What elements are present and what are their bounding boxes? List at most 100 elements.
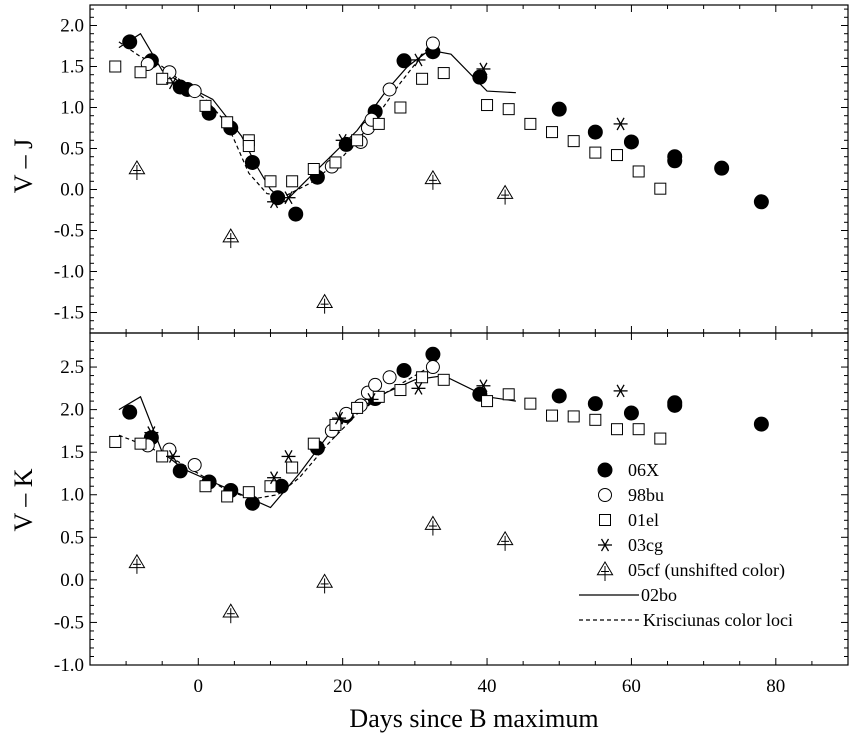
- point-03cg-stroke: [414, 53, 423, 67]
- point-01el-shape: [632, 423, 645, 436]
- point-01el-shape: [654, 432, 667, 445]
- point-98bu: [425, 36, 440, 51]
- point-01el: [286, 461, 299, 474]
- point-06X-shape: [551, 101, 567, 117]
- point-01el: [481, 99, 494, 112]
- point-01el-shape: [286, 175, 299, 188]
- point-01el: [109, 435, 122, 448]
- legend-marker-03cg: [598, 538, 612, 552]
- point-01el-shape: [264, 480, 277, 493]
- point-98bu-shape: [382, 82, 397, 97]
- point-01el-shape: [416, 72, 429, 85]
- point-98bu: [382, 82, 397, 97]
- point-06X: [623, 134, 639, 150]
- point-01el-shape: [329, 156, 342, 169]
- y-tick-label: 0.0: [60, 180, 84, 201]
- point-01el: [632, 165, 645, 178]
- point-01el: [610, 149, 623, 162]
- y-tick-label: 1.0: [60, 98, 84, 119]
- point-01el: [221, 490, 234, 503]
- point-01el: [632, 423, 645, 436]
- point-06X: [714, 160, 730, 176]
- point-01el-shape: [134, 437, 147, 450]
- legend-label: 05cf (unshifted color): [628, 560, 785, 581]
- point-01el-shape: [134, 66, 147, 79]
- point-01el: [307, 163, 320, 175]
- point-06X-shape: [472, 69, 488, 85]
- x-tick-label: 0: [194, 676, 204, 697]
- point-06X: [396, 362, 412, 378]
- point-03cg-stroke: [616, 384, 625, 398]
- point-06X: [244, 495, 260, 511]
- point-03cg-stroke: [284, 191, 293, 205]
- point-98bu: [368, 377, 383, 392]
- point-06X: [472, 69, 488, 85]
- point-01el: [546, 126, 559, 139]
- point-01el-shape: [351, 401, 364, 414]
- point-06X-shape: [623, 405, 639, 421]
- point-01el-shape: [199, 480, 212, 493]
- point-01el-shape: [416, 371, 429, 384]
- point-06X: [551, 101, 567, 117]
- point-01el: [286, 175, 299, 188]
- point-03cg-stroke: [147, 426, 156, 440]
- point-01el: [654, 432, 667, 445]
- point-01el-shape: [546, 126, 559, 139]
- point-03cg-stroke: [479, 379, 488, 393]
- point-01el-shape: [307, 163, 320, 175]
- point-01el: [221, 116, 234, 129]
- point-98bu-shape: [425, 360, 440, 375]
- point-03cg: [267, 471, 282, 485]
- point-01el-shape: [329, 418, 342, 431]
- legend-marker-01el-shape: [599, 514, 611, 526]
- y-axis-label-bottom: V – K: [9, 468, 38, 531]
- point-03cg-stroke: [168, 76, 178, 90]
- point-03cg-stroke: [270, 195, 279, 209]
- point-06X-shape: [587, 396, 603, 412]
- point-01el-shape: [221, 116, 234, 129]
- point-03cg: [166, 450, 181, 463]
- point-06X: [122, 34, 138, 50]
- x-tick-label: 40: [478, 676, 497, 697]
- point-01el-shape: [546, 409, 559, 422]
- point-01el: [524, 117, 537, 130]
- point-06X: [172, 463, 188, 479]
- point-01el-shape: [242, 140, 255, 153]
- point-06X-shape: [667, 149, 683, 165]
- point-01el-shape: [610, 423, 623, 436]
- 02bo-line: [118, 374, 516, 509]
- point-06X-shape: [122, 34, 138, 50]
- point-01el: [567, 410, 580, 423]
- legend-marker-03cg-stroke: [600, 538, 610, 552]
- point-06X: [587, 396, 603, 412]
- point-01el: [567, 135, 580, 148]
- point-01el: [502, 103, 515, 116]
- point-01el-shape: [524, 397, 537, 410]
- point-06X-shape: [587, 124, 603, 140]
- point-03cg: [411, 381, 426, 395]
- point-06X-shape: [244, 495, 260, 511]
- point-01el: [437, 67, 450, 80]
- vk-panel: -1.0 -0.5 0.0 0.5 1.0 1.5 2.0 2.5 0 20 40 60 80: [54, 332, 849, 697]
- krisciunas-locus-line: [118, 362, 437, 500]
- point-01el: [351, 401, 364, 414]
- point-01el-shape: [589, 146, 602, 159]
- point-01el: [199, 480, 212, 493]
- point-01el: [372, 117, 385, 130]
- y-tick-label: 1.0: [60, 485, 84, 506]
- point-01el: [610, 423, 623, 436]
- point-01el-shape: [437, 67, 450, 80]
- point-01el-shape: [242, 486, 255, 499]
- point-01el: [372, 390, 385, 403]
- point-01el-shape: [372, 390, 385, 403]
- legend-marker-05cf: [596, 561, 614, 581]
- y-tick-label: 1.5: [60, 442, 84, 463]
- point-06X-shape: [714, 160, 730, 176]
- y-tick-label: 0.5: [60, 139, 84, 160]
- legend-label: 01el: [628, 510, 659, 530]
- point-06X-shape: [244, 154, 260, 170]
- point-05cf: [128, 553, 146, 574]
- point-98bu-shape: [368, 377, 383, 392]
- legend: 06X 98bu 01el 03cg 05cf (unshifted color) 02b…: [579, 460, 793, 630]
- point-06X-shape: [753, 194, 769, 210]
